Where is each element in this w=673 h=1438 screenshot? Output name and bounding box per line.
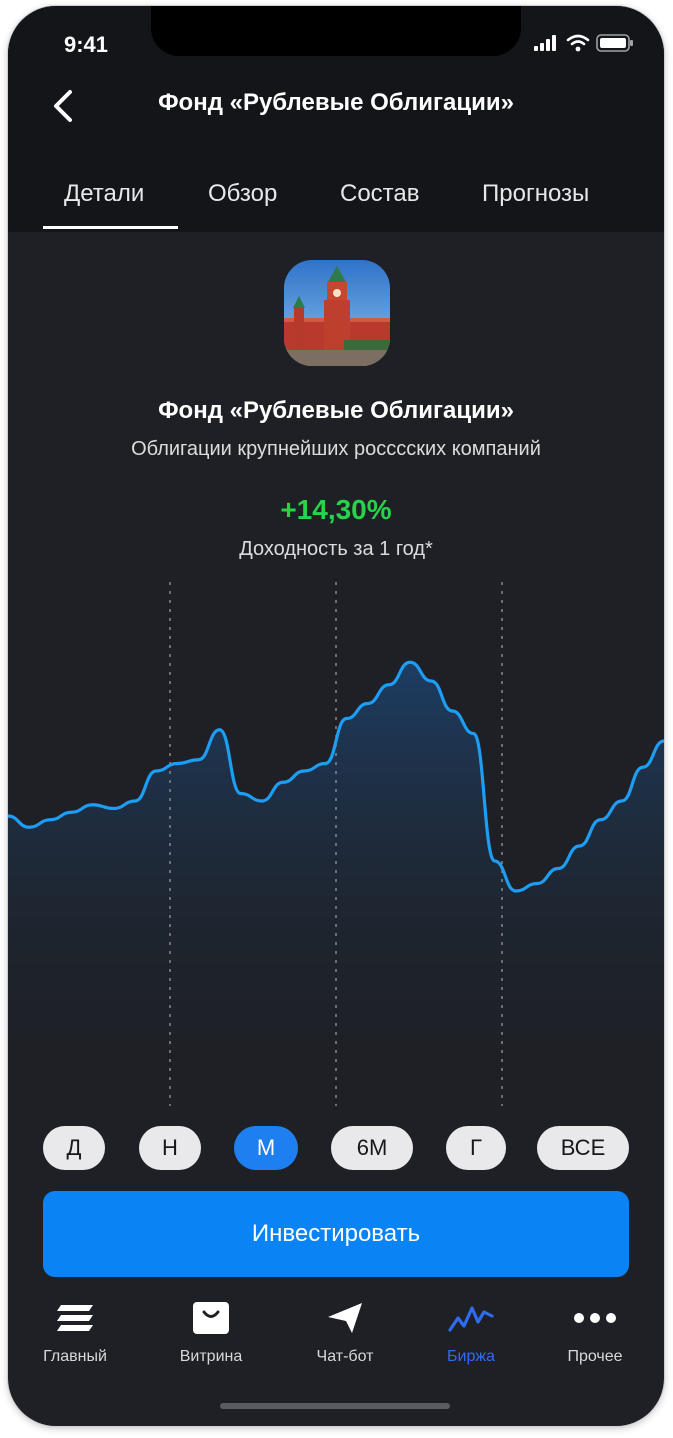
page-title: Фонд «Рублевые Облигации» xyxy=(158,89,514,116)
more-dots-icon xyxy=(574,1313,616,1323)
period-week-button[interactable]: Н xyxy=(139,1126,201,1170)
shopping-bag-icon xyxy=(193,1302,229,1334)
layers-icon xyxy=(57,1305,93,1331)
nav-label: Чат-бот xyxy=(316,1348,374,1365)
wifi-icon xyxy=(566,34,590,52)
tab-bar: Детали Обзор Состав Прогнозы xyxy=(8,176,664,232)
notch xyxy=(151,6,521,56)
period-year-button[interactable]: Г xyxy=(446,1126,506,1170)
nav-label: Биржа xyxy=(447,1348,495,1365)
period-day-button[interactable]: Д xyxy=(43,1126,105,1170)
tab-composition[interactable]: Состав xyxy=(340,180,420,207)
period-all-button[interactable]: ВСЕ xyxy=(537,1126,629,1170)
fund-yield-value: +14,30% xyxy=(280,494,392,525)
nav-item-chatbot[interactable]: Чат-бот xyxy=(290,1296,400,1366)
period-selector: Д Н М 6М Г ВСЕ xyxy=(8,1126,664,1172)
tab-details[interactable]: Детали xyxy=(64,180,145,207)
battery-icon xyxy=(596,34,633,52)
status-icons xyxy=(534,34,634,52)
fund-logo xyxy=(284,260,390,366)
yield-chart xyxy=(8,582,664,1106)
fund-name: Фонд «Рублевые Облигации» xyxy=(158,397,514,424)
chart-area-fill xyxy=(8,662,664,1106)
home-indicator xyxy=(220,1403,450,1409)
nav-item-more[interactable]: Прочее xyxy=(540,1296,650,1366)
tab-overview[interactable]: Обзор xyxy=(208,180,278,207)
nav-label: Витрина xyxy=(179,1348,243,1365)
nav-item-main[interactable]: Главный xyxy=(20,1296,130,1366)
tab-forecasts[interactable]: Прогнозы xyxy=(482,180,590,207)
status-time: 9:41 xyxy=(64,32,109,57)
nav-label: Прочее xyxy=(567,1348,623,1365)
nav-label: Главный xyxy=(43,1348,107,1365)
phone-screen: 9:41 Фонд «Рублевые Облигации» xyxy=(8,6,664,1426)
invest-button[interactable]: Инвестировать xyxy=(43,1191,629,1277)
period-6m-button[interactable]: 6М xyxy=(331,1126,413,1170)
fund-yield-label: Доходность за 1 год* xyxy=(239,538,433,560)
send-icon xyxy=(328,1303,362,1333)
fund-description: Облигации крупнейших росссских компаний xyxy=(131,438,541,460)
chart-series-line xyxy=(8,660,664,893)
nav-item-exchange[interactable]: Биржа xyxy=(416,1296,526,1366)
bottom-navigation: Главный Витрина Чат-бот xyxy=(8,1296,664,1386)
period-month-button[interactable]: М xyxy=(234,1126,298,1170)
top-panel: 9:41 Фонд «Рублевые Облигации» xyxy=(8,6,664,232)
back-chevron-icon[interactable] xyxy=(46,84,80,128)
active-tab-indicator xyxy=(43,226,178,229)
kremlin-tower-image xyxy=(284,260,390,366)
cellular-signal-icon xyxy=(534,35,556,51)
nav-item-showcase[interactable]: Витрина xyxy=(156,1296,266,1366)
chart-line-icon xyxy=(448,1306,494,1332)
